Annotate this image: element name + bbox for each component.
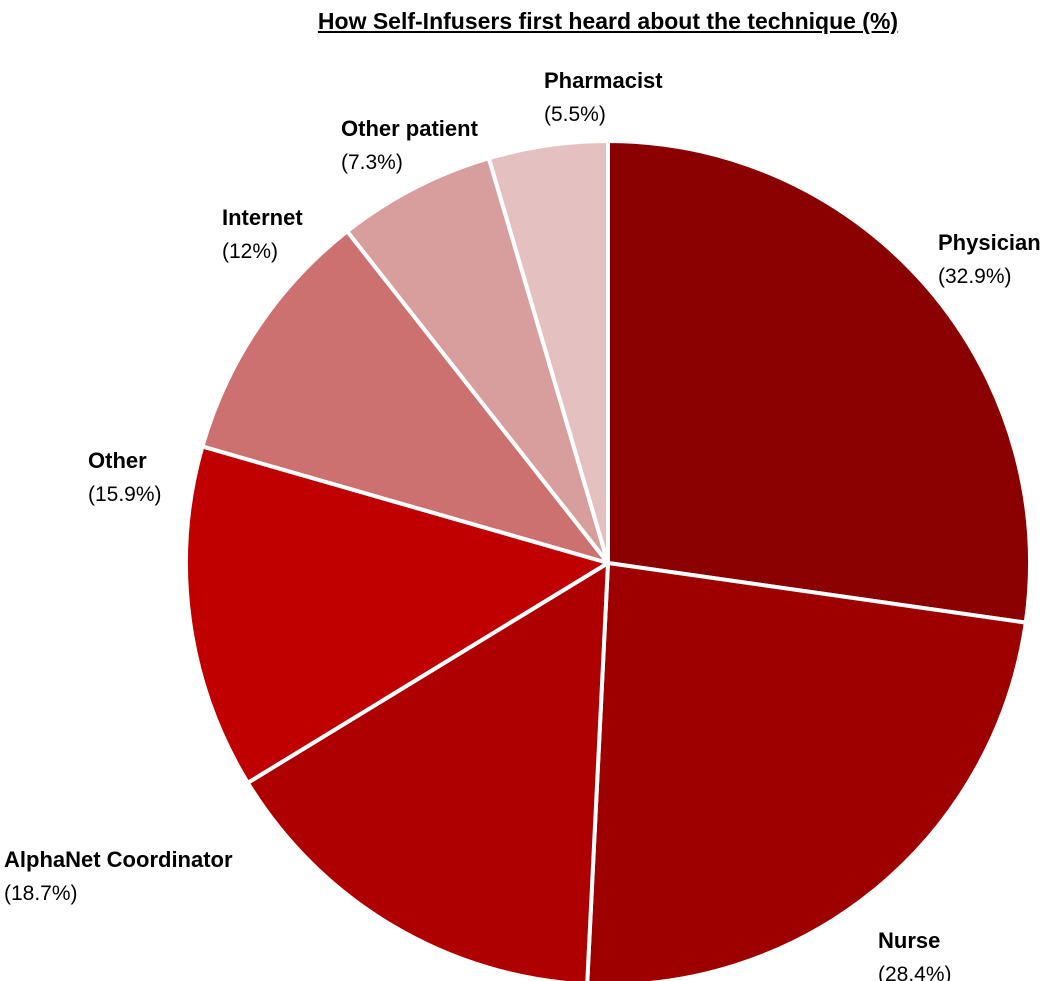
- slice-label-pharmacist: Pharmacist: [544, 68, 663, 93]
- pie-slice-physician: [606, 139, 1032, 625]
- slice-value-nurse: (28.4%): [878, 963, 952, 981]
- pie-slice-other: [184, 444, 610, 785]
- pie-slice-alphanet-coordinator: [245, 561, 610, 981]
- pie-slice-other-patient: [345, 156, 610, 565]
- slice-value-physician: (32.9%): [938, 265, 1012, 288]
- slice-label-alphanet-coordinator: AlphaNet Coordinator: [4, 847, 233, 872]
- pie-slice-nurse: [585, 561, 1028, 981]
- slice-value-alphanet-coordinator: (18.7%): [4, 882, 78, 905]
- slice-label-other: Other: [88, 448, 147, 473]
- slice-value-other: (15.9%): [88, 483, 162, 506]
- slice-label-other-patient: Other patient: [341, 116, 479, 141]
- slice-label-internet: Internet: [222, 205, 303, 230]
- slice-label-nurse: Nurse: [878, 928, 940, 953]
- pie-slice-internet: [200, 229, 610, 565]
- chart-title: How Self-Infusers first heard about the …: [317, 8, 899, 34]
- slice-value-pharmacist: (5.5%): [544, 103, 606, 126]
- pie-slice-pharmacist: [486, 139, 610, 565]
- slice-value-internet: (12%): [222, 240, 278, 263]
- slice-value-other-patient: (7.3%): [341, 151, 403, 174]
- slice-label-physician: Physician: [938, 230, 1041, 255]
